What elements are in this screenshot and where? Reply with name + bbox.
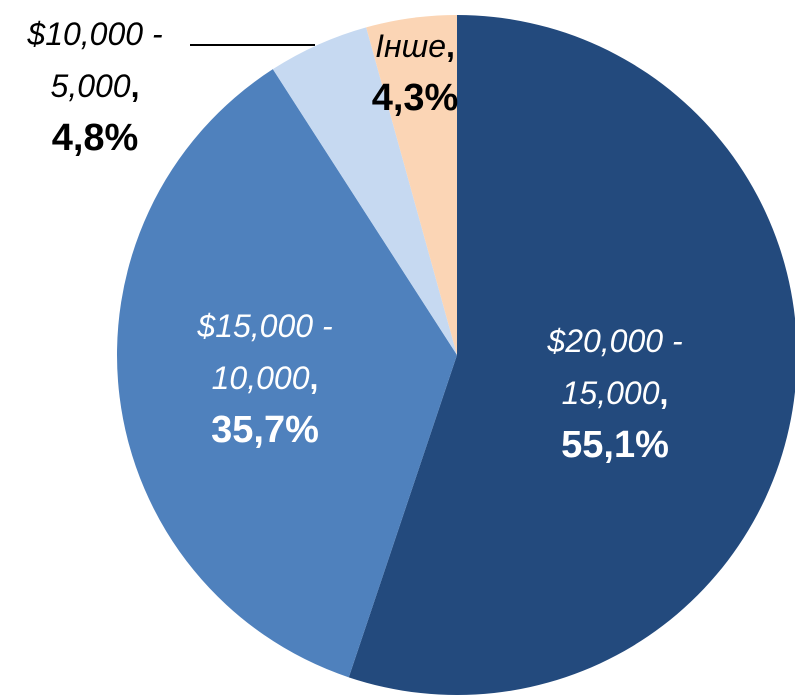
slice-label: $20,000 - 15,000, 55,1%: [520, 315, 710, 472]
category-label: $10,000 - 5,000: [27, 16, 163, 104]
slice-label: $15,000 - 10,000, 35,7%: [170, 300, 360, 457]
value-label: 4,3%: [371, 77, 459, 119]
label-separator: ,: [309, 360, 319, 396]
pie-slice: [116, 69, 458, 678]
value-label: 55,1%: [561, 424, 669, 466]
label-separator: ,: [659, 375, 669, 411]
category-label: $15,000 - 10,000: [197, 308, 333, 396]
value-label: 4,8%: [51, 117, 139, 159]
label-separator: ,: [445, 28, 455, 64]
category-label: Інше: [375, 28, 446, 64]
pie-slice: [348, 15, 795, 695]
slice-label: Інше, 4,3%: [340, 20, 490, 125]
pie-slice: [366, 15, 457, 355]
label-separator: ,: [130, 68, 140, 104]
category-label: $20,000 - 15,000: [547, 323, 683, 411]
pie-slice: [272, 27, 457, 356]
value-label: 35,7%: [211, 409, 319, 451]
slice-label: $10,000 - 5,000, 4,8%: [0, 8, 195, 165]
